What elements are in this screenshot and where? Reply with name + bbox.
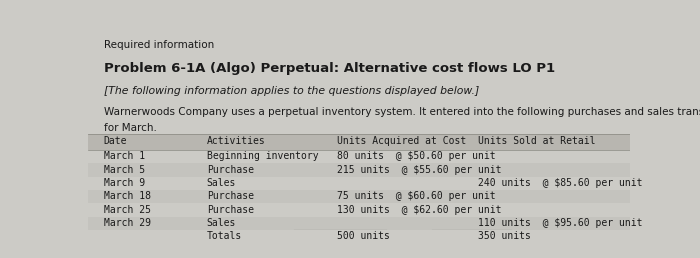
Text: 130 units  @ $62.60 per unit: 130 units @ $62.60 per unit: [337, 205, 501, 215]
Text: March 29: March 29: [104, 218, 150, 228]
Text: Required information: Required information: [104, 40, 214, 50]
FancyBboxPatch shape: [88, 134, 630, 150]
Text: Problem 6-1A (Algo) Perpetual: Alternative cost flows LO P1: Problem 6-1A (Algo) Perpetual: Alternati…: [104, 62, 555, 75]
FancyBboxPatch shape: [88, 217, 630, 230]
Text: Date: Date: [104, 136, 127, 146]
FancyBboxPatch shape: [88, 177, 630, 190]
Text: Sales: Sales: [207, 178, 236, 188]
Text: Totals: Totals: [207, 231, 242, 241]
Text: March 1: March 1: [104, 151, 145, 161]
FancyBboxPatch shape: [88, 190, 630, 203]
Text: March 25: March 25: [104, 205, 150, 215]
Text: 500 units: 500 units: [337, 231, 390, 241]
Text: [The following information applies to the questions displayed below.]: [The following information applies to th…: [104, 86, 479, 96]
Text: 110 units  @ $95.60 per unit: 110 units @ $95.60 per unit: [478, 218, 643, 228]
FancyBboxPatch shape: [88, 203, 630, 217]
Text: 80 units  @ $50.60 per unit: 80 units @ $50.60 per unit: [337, 151, 496, 161]
Text: Purchase: Purchase: [207, 205, 254, 215]
Text: Units Sold at Retail: Units Sold at Retail: [478, 136, 596, 146]
Text: 75 units  @ $60.60 per unit: 75 units @ $60.60 per unit: [337, 191, 496, 201]
Text: March 18: March 18: [104, 191, 150, 201]
FancyBboxPatch shape: [88, 230, 630, 243]
Text: Activities: Activities: [207, 136, 265, 146]
Text: Units Acquired at Cost: Units Acquired at Cost: [337, 136, 466, 146]
FancyBboxPatch shape: [88, 164, 630, 177]
FancyBboxPatch shape: [88, 150, 630, 164]
Text: March 5: March 5: [104, 165, 145, 175]
Text: Purchase: Purchase: [207, 165, 254, 175]
Text: Warnerwoods Company uses a perpetual inventory system. It entered into the follo: Warnerwoods Company uses a perpetual inv…: [104, 107, 700, 117]
Text: Purchase: Purchase: [207, 191, 254, 201]
Text: 350 units: 350 units: [478, 231, 531, 241]
Text: for March.: for March.: [104, 123, 157, 133]
Text: Sales: Sales: [207, 218, 236, 228]
Text: March 9: March 9: [104, 178, 145, 188]
Text: 240 units  @ $85.60 per unit: 240 units @ $85.60 per unit: [478, 178, 643, 188]
Text: 215 units  @ $55.60 per unit: 215 units @ $55.60 per unit: [337, 165, 501, 175]
Text: Beginning inventory: Beginning inventory: [207, 151, 318, 161]
